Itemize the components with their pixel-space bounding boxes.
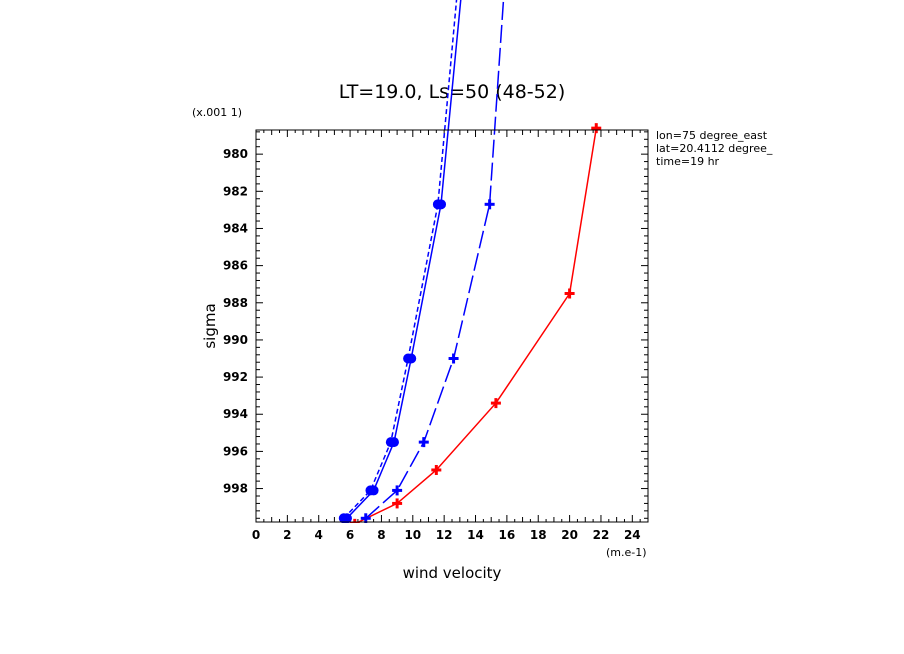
series-1-point [418,437,429,448]
series-0-point [591,123,602,134]
y-tick-label: 990 [223,333,248,347]
y-tick-label: 998 [223,482,248,496]
annotation-time: time=19 hr [656,155,720,168]
y-tick-label: 994 [223,407,248,421]
series-line-2 [346,0,462,519]
series-3-point [338,513,349,523]
series-3-point [385,437,396,448]
series-3-point [403,353,414,364]
x-tick-label: 4 [315,528,323,542]
x-tick-label: 10 [404,528,421,542]
series-line-0 [354,127,598,523]
series-3-point [365,485,376,496]
series-0-point [392,498,403,509]
y-tick-label: 980 [223,147,248,161]
x-axis-label: wind velocity [403,564,502,582]
series-0-point [431,464,442,475]
x-tick-label: 12 [436,528,453,542]
x-tick-label: 2 [283,528,291,542]
x-tick-label: 16 [499,528,516,542]
series-1-point [448,353,459,364]
series-0-point [490,398,501,409]
series-3-point [432,199,443,210]
series-line-3 [343,0,458,519]
y-tick-label: 986 [223,259,248,273]
x-unit-label: (m.e-1) [606,546,647,559]
x-tick-label: 22 [593,528,610,542]
y-tick-label: 992 [223,370,248,384]
series-0-point [349,518,360,523]
x-tick-label: 0 [252,528,260,542]
series-line-1 [365,0,505,519]
y-tick-label: 984 [223,221,248,235]
x-tick-label: 8 [377,528,385,542]
y-tick-label: 996 [223,444,248,458]
y-tick-label: 988 [223,296,248,310]
x-tick-label: 24 [624,528,641,542]
series-1-point [484,199,495,210]
series-0-point [564,288,575,299]
x-tick-label: 20 [561,528,578,542]
x-tick-label: 18 [530,528,547,542]
plot-frame [255,129,649,523]
x-tick-label: 14 [467,528,484,542]
y-unit-label: (x.001 1) [192,106,242,119]
x-tick-label: 6 [346,528,354,542]
y-axis-label: sigma [201,303,219,348]
axis-ticks: 0 2 4 6 8 10 12 14 16 18 20 22 249809829849869889909… [223,130,649,542]
annotation-lat: lat=20.4112 degree_ [656,142,773,155]
y-tick-label: 982 [223,184,248,198]
series-1-point [392,485,403,496]
data-series [338,0,602,523]
annotation-lon: lon=75 degree_east [656,129,768,142]
